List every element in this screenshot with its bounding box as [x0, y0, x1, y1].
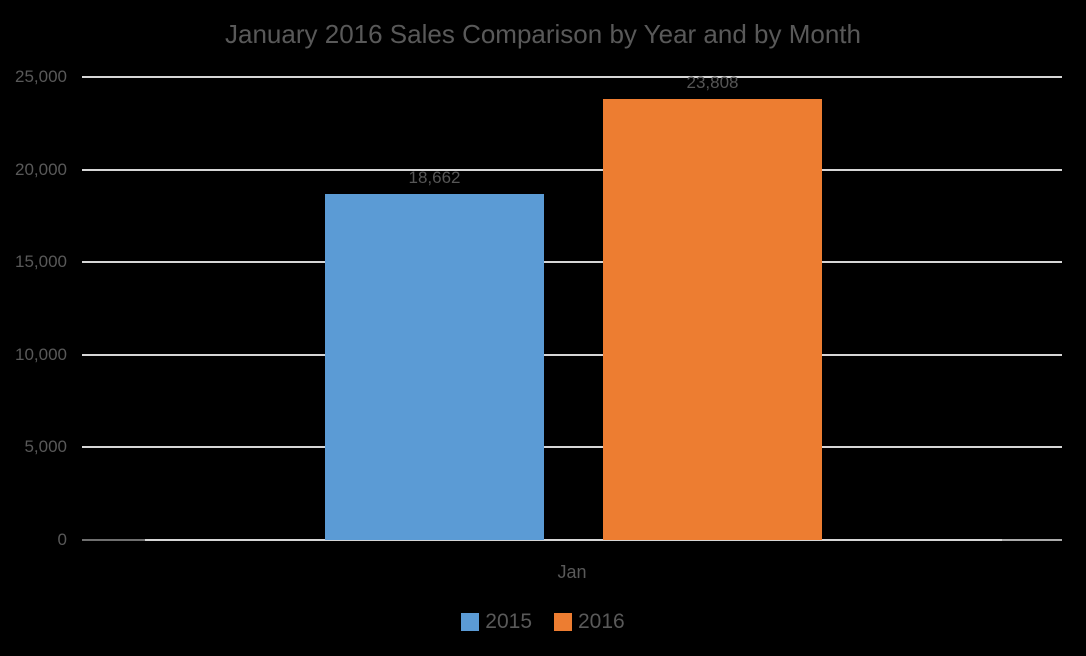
legend-swatch-icon — [554, 613, 572, 631]
y-axis-tick-label: 25,000 — [15, 67, 67, 86]
bar-2016 — [603, 99, 822, 540]
legend: 2015 2016 — [0, 609, 1086, 635]
y-axis-tick-label: 20,000 — [15, 159, 67, 179]
legend-item-2016: 2016 — [554, 609, 625, 635]
y-axis-tick-label: 0 — [57, 530, 67, 549]
legend-swatch-icon — [461, 613, 480, 631]
y-axis-tick-label: 5,000 — [24, 437, 67, 457]
bar-2015 — [325, 194, 544, 540]
y-axis-tick-label: 10,000 — [15, 344, 67, 364]
x-axis-line-medium-segment — [1002, 538, 1062, 541]
gridline — [82, 76, 1062, 78]
x-axis-category-label: Jan — [557, 562, 587, 582]
gridline — [82, 446, 1062, 449]
legend-label: 2015 — [485, 610, 532, 633]
data-label-2016: 23,808 — [686, 73, 739, 93]
legend-item-2015: 2015 — [461, 609, 532, 635]
y-axis-tick-label: 15,000 — [15, 252, 67, 272]
x-axis-line — [82, 538, 1062, 541]
data-label-2015: 18,662 — [408, 168, 461, 188]
gridline — [82, 353, 1062, 356]
legend-label: 2016 — [578, 610, 625, 633]
x-axis-line-dark-segment — [82, 538, 145, 541]
chart-title: January 2016 Sales Comparison by Year an… — [225, 19, 861, 49]
gridline — [82, 168, 1062, 171]
gridline — [82, 261, 1062, 264]
